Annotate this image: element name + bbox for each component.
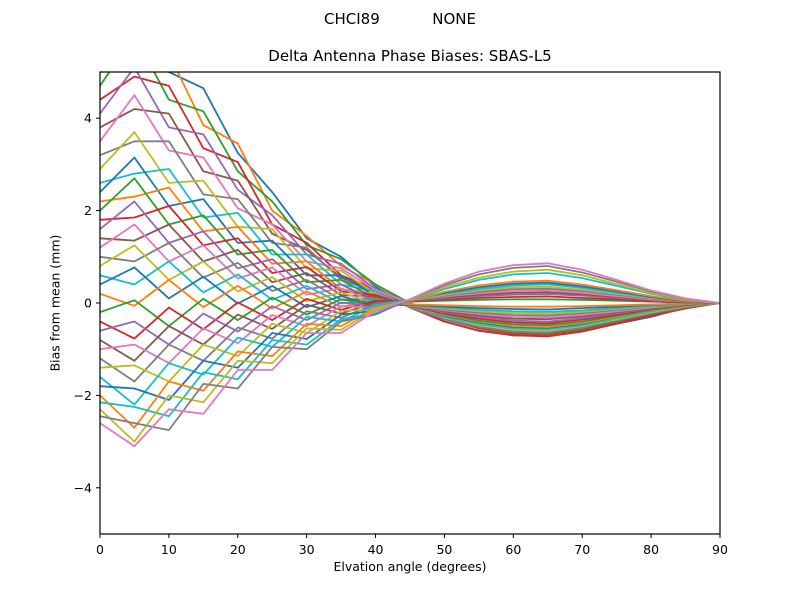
x-tick-label: 70 <box>574 542 590 557</box>
y-axis-label: Bias from mean (mm) <box>47 234 63 372</box>
x-tick-label: 60 <box>505 542 521 557</box>
x-tick-label: 0 <box>96 542 104 557</box>
series-group <box>100 72 720 448</box>
x-tick-label: 50 <box>436 542 452 557</box>
series-line-L36 <box>100 262 720 448</box>
y-tick-label: 4 <box>84 111 92 126</box>
axes-title: Delta Antenna Phase Biases: SBAS-L5 <box>268 47 552 65</box>
y-tick-label: −4 <box>74 480 92 495</box>
x-tick-label: 80 <box>643 542 659 557</box>
x-tick-label: 10 <box>161 542 177 557</box>
y-tick-label: −2 <box>74 388 92 403</box>
series-line-L22 <box>100 278 720 310</box>
figure-suptitle: CHCI89 NONE <box>324 10 476 28</box>
x-tick-label: 20 <box>230 542 246 557</box>
x-axis-label: Elvation angle (degrees) <box>333 559 487 574</box>
x-tick-label: 40 <box>368 542 384 557</box>
x-tick-label: 90 <box>712 542 728 557</box>
series-line-L35 <box>100 265 720 432</box>
x-tick-label: 30 <box>299 542 315 557</box>
series-line-L03 <box>100 72 720 336</box>
y-tick-label: 2 <box>84 203 92 218</box>
y-tick-label: 0 <box>84 296 92 311</box>
